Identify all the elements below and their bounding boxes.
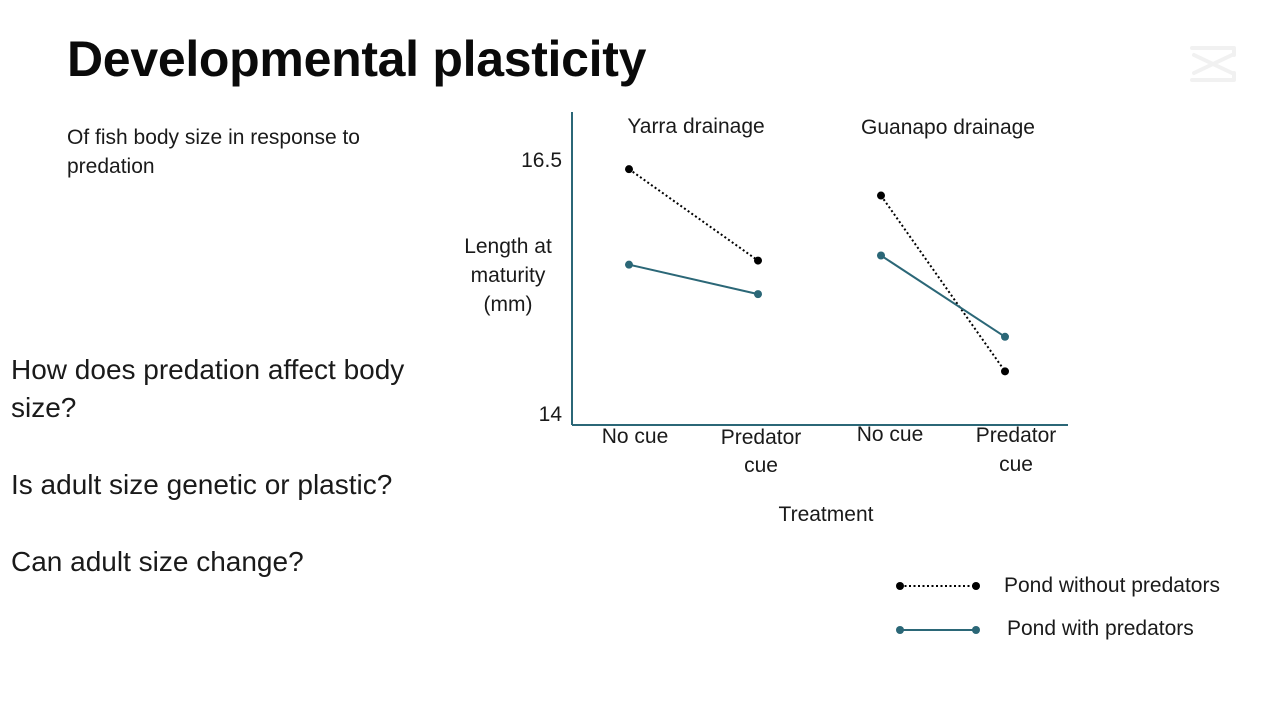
- data-point-yarra-drainage-pond-with-predators-predator-cue: [754, 290, 762, 299]
- data-point-guanapo-drainage-pond-with-predators-predator-cue: [1001, 332, 1009, 341]
- y-axis-label-line-2: maturity: [471, 264, 546, 287]
- x-tick-label-yarra-no-cue: No cue: [602, 425, 669, 448]
- question-predation-effect: How does predation affect body size?: [11, 354, 405, 423]
- x-tick-label-yarra-predator-line-2: cue: [744, 454, 778, 477]
- legend-marker-without-predators-end: [972, 582, 980, 590]
- x-tick-label-guanapo-predator-line-1: Predator: [976, 424, 1057, 447]
- panel-title-guanapo: Guanapo drainage: [861, 116, 1035, 139]
- series-line-guanapo-drainage-pond-without-predators: [880, 194, 1006, 372]
- x-axis-title: Treatment: [779, 503, 874, 526]
- slide-subtitle: Of fish body size in response to predati…: [67, 126, 360, 178]
- x-tick-label-yarra-predator-line-1: Predator: [721, 426, 802, 449]
- y-axis-label-line-1: Length at: [464, 235, 552, 258]
- y-axis-label-line-3: (mm): [484, 293, 533, 316]
- x-tick-label-guanapo-no-cue: No cue: [857, 423, 924, 446]
- question-size-change: Can adult size change?: [11, 546, 304, 577]
- question-genetic-or-plastic: Is adult size genetic or plastic?: [11, 469, 393, 500]
- series-line-guanapo-drainage-pond-with-predators: [880, 254, 1006, 338]
- data-point-yarra-drainage-pond-with-predators-no-cue: [625, 260, 633, 269]
- series-line-yarra-drainage-pond-with-predators: [628, 263, 759, 296]
- data-point-yarra-drainage-pond-without-predators-predator-cue: [754, 256, 762, 265]
- y-tick-label-16-5: 16.5: [521, 149, 562, 172]
- series-line-yarra-drainage-pond-without-predators: [628, 168, 759, 262]
- data-point-guanapo-drainage-pond-without-predators-no-cue: [877, 191, 885, 200]
- data-point-yarra-drainage-pond-without-predators-no-cue: [625, 165, 633, 174]
- slide-title: Developmental plasticity: [67, 31, 647, 87]
- x-tick-label-guanapo-predator-line-2: cue: [999, 453, 1033, 476]
- legend-marker-with-predators-start: [896, 626, 904, 634]
- legend-label-without-predators: Pond without predators: [1004, 574, 1220, 597]
- data-point-guanapo-drainage-pond-with-predators-no-cue: [877, 251, 885, 260]
- capcut-logo-icon: [1190, 46, 1236, 82]
- legend-marker-with-predators-end: [972, 626, 980, 634]
- legend-marker-without-predators-start: [896, 582, 904, 590]
- legend-label-with-predators: Pond with predators: [1007, 617, 1194, 640]
- panel-title-yarra: Yarra drainage: [627, 115, 764, 138]
- data-point-guanapo-drainage-pond-without-predators-predator-cue: [1001, 367, 1009, 376]
- y-tick-label-14: 14: [539, 403, 563, 426]
